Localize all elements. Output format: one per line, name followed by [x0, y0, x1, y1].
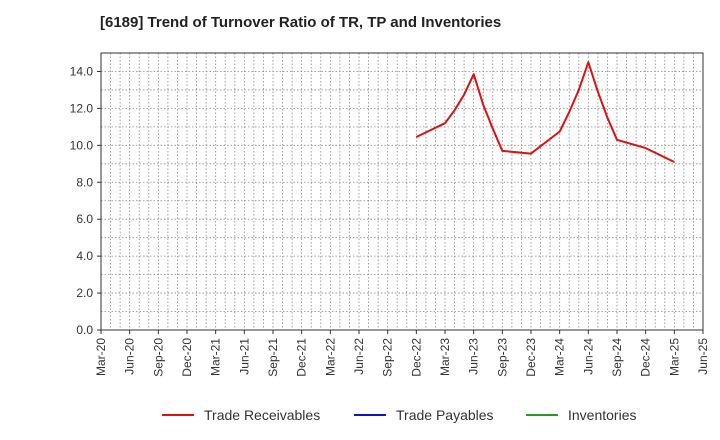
x-tick-label: Dec-21	[295, 338, 309, 377]
legend-label: Inventories	[568, 407, 636, 423]
x-tick-label: Dec-22	[409, 338, 423, 377]
x-tick-label: Mar-21	[209, 338, 223, 376]
x-tick-label: Jun-24	[581, 338, 595, 375]
series-lines	[415, 61, 675, 163]
x-tick-label: Jun-20	[123, 338, 137, 375]
x-tick-label: Jun-23	[467, 338, 481, 375]
y-tick-label: 2.0	[76, 286, 93, 300]
x-tick-label: Dec-23	[524, 338, 538, 377]
x-tick-label: Jun-22	[352, 338, 366, 375]
y-tick-label: 6.0	[76, 212, 93, 226]
x-tick-label: Mar-24	[553, 338, 567, 376]
grid	[101, 53, 703, 330]
x-tick-label: Sep-20	[151, 338, 165, 377]
legend-label: Trade Payables	[396, 407, 494, 423]
x-tick-label: Sep-21	[266, 338, 280, 377]
legend-label: Trade Receivables	[204, 407, 320, 423]
y-tick-label: 0.0	[76, 323, 93, 337]
x-tick-label: Mar-25	[667, 338, 681, 376]
x-tick-label: Sep-24	[610, 338, 624, 377]
axes: 0.0 2.0 4.0 6.0 8.0 10.0 12.0 14.0 Mar-20 Jun-20 S…	[70, 52, 710, 377]
x-tick-label: Dec-20	[180, 338, 194, 377]
x-tick-label: Mar-20	[94, 338, 108, 376]
y-tick-label: 8.0	[76, 175, 93, 189]
y-tick-label: 10.0	[70, 138, 94, 152]
chart-title: [6189] Trend of Turnover Ratio of TR, TP…	[100, 14, 502, 31]
plot-frame	[100, 52, 704, 331]
legend: Trade Receivables Trade Payables Inventori…	[162, 407, 636, 423]
y-tick-label: 12.0	[70, 101, 94, 115]
x-tick-label: Dec-24	[639, 338, 653, 377]
x-tick-label: Jun-21	[237, 338, 251, 375]
x-tick-label: Sep-22	[381, 338, 395, 377]
y-tick-label: 4.0	[76, 249, 93, 263]
x-tick-label: Mar-22	[323, 338, 337, 376]
x-tick-label: Sep-23	[495, 338, 509, 377]
x-tick-label: Mar-23	[438, 338, 452, 376]
x-tick-label: Jun-25	[696, 338, 710, 375]
series-line	[415, 61, 675, 163]
y-tick-label: 14.0	[70, 64, 94, 78]
